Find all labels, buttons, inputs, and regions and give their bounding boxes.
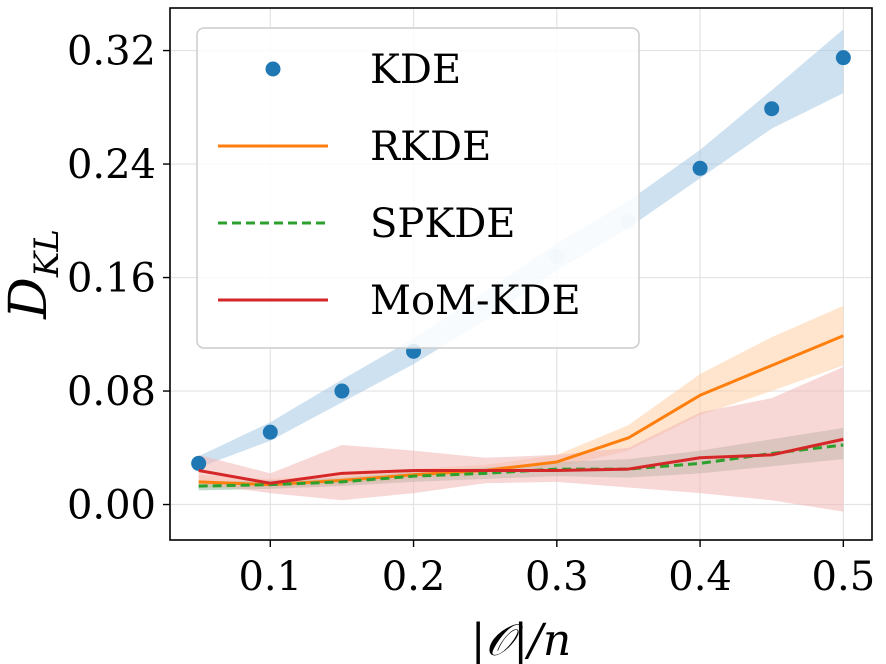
legend-label-spkde: SPKDE: [370, 201, 515, 247]
legend-label-mom-kde: MoM-KDE: [370, 278, 581, 324]
y-tick-label: 0.24: [67, 142, 156, 188]
axis-ticks: 0.1 0.2 0.3 0.4 0.5 0.00 0.08 0.16 0.24 0.32: [67, 29, 875, 600]
band-rkde: [198, 305, 844, 489]
legend-label-kde: KDE: [370, 47, 461, 93]
y-tick-label: 0.00: [67, 483, 156, 529]
y-axis-title: DKL: [0, 229, 67, 320]
x-tick-label: 0.3: [525, 554, 589, 600]
y-axis-title-subscript: KL: [27, 229, 67, 278]
legend-label-rkde: RKDE: [370, 124, 491, 170]
legend: KDE RKDE SPKDE MoM-KDE: [196, 27, 640, 349]
y-axis-title-main: D: [0, 277, 59, 320]
x-tick-label: 0.4: [668, 554, 732, 600]
x-tick-label: 0.5: [812, 554, 876, 600]
band-mom-kde: [198, 366, 844, 512]
point-kde: [262, 424, 278, 440]
point-kde: [334, 383, 350, 399]
point-kde: [764, 101, 780, 117]
y-tick-label: 0.16: [67, 256, 156, 302]
series-lines: [191, 50, 851, 488]
y-tick-label: 0.08: [67, 369, 156, 415]
point-kde: [191, 455, 207, 471]
legend-frame: [196, 27, 640, 349]
y-tick-label: 0.32: [67, 29, 156, 75]
point-kde: [835, 50, 851, 66]
x-tick-label: 0.1: [238, 554, 302, 600]
line-mom-kde: [198, 437, 844, 485]
x-axis-title: |𝒪|/n: [471, 615, 572, 664]
plot-frame: [169, 7, 873, 541]
line-rkde: [198, 334, 844, 487]
x-tick-label: 0.2: [382, 554, 446, 600]
svg-text:DKL: DKL: [0, 229, 67, 320]
legend-marker-kde: [265, 61, 281, 77]
point-kde: [692, 160, 708, 176]
